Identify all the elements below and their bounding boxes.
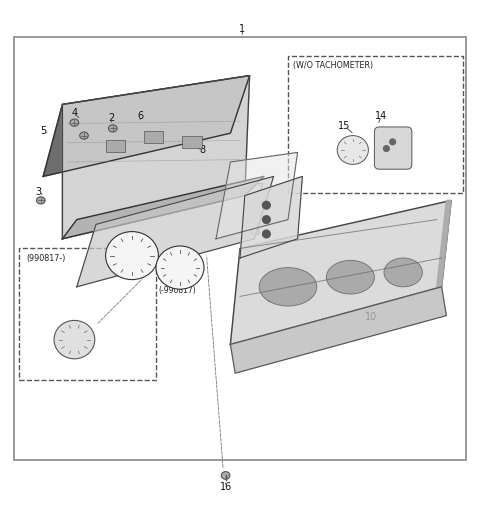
FancyBboxPatch shape: [106, 140, 125, 152]
Circle shape: [390, 139, 396, 144]
Ellipse shape: [259, 268, 317, 306]
Ellipse shape: [156, 246, 204, 289]
FancyBboxPatch shape: [14, 37, 466, 460]
Ellipse shape: [108, 125, 117, 132]
Ellipse shape: [337, 136, 369, 165]
Polygon shape: [43, 76, 250, 176]
Ellipse shape: [36, 197, 45, 204]
Text: 4: 4: [72, 108, 77, 118]
Ellipse shape: [54, 320, 95, 359]
Ellipse shape: [384, 258, 422, 287]
Text: 12: 12: [182, 278, 194, 287]
Polygon shape: [62, 176, 264, 239]
Text: 15: 15: [338, 121, 351, 131]
Polygon shape: [77, 176, 274, 287]
Ellipse shape: [106, 232, 158, 280]
Ellipse shape: [221, 472, 230, 479]
Text: 12: 12: [65, 346, 77, 356]
FancyBboxPatch shape: [144, 131, 163, 143]
Circle shape: [263, 201, 270, 209]
Text: 7: 7: [257, 183, 264, 194]
Text: (-990817): (-990817): [159, 286, 196, 295]
Polygon shape: [216, 152, 298, 239]
Ellipse shape: [326, 261, 374, 294]
FancyBboxPatch shape: [288, 56, 463, 193]
Text: (990817-): (990817-): [26, 253, 66, 263]
FancyBboxPatch shape: [374, 127, 412, 169]
Text: 10: 10: [365, 312, 377, 322]
Ellipse shape: [80, 132, 88, 139]
Text: 8: 8: [200, 146, 205, 155]
Text: 11: 11: [138, 258, 150, 268]
Text: 9: 9: [267, 294, 273, 304]
Text: 3: 3: [36, 187, 41, 197]
Text: 5: 5: [40, 126, 47, 136]
Text: 1: 1: [240, 24, 245, 34]
Circle shape: [263, 230, 270, 238]
Polygon shape: [62, 76, 250, 239]
FancyBboxPatch shape: [19, 248, 156, 380]
Ellipse shape: [70, 119, 79, 126]
Polygon shape: [437, 200, 451, 287]
Text: (W/O TACHOMETER): (W/O TACHOMETER): [293, 60, 373, 70]
Text: 6: 6: [137, 111, 143, 121]
Polygon shape: [240, 176, 302, 258]
Text: 16: 16: [219, 482, 232, 492]
Circle shape: [384, 146, 389, 151]
Text: 13: 13: [249, 227, 262, 237]
Text: 14: 14: [375, 111, 387, 121]
FancyBboxPatch shape: [182, 136, 202, 148]
Polygon shape: [230, 287, 446, 373]
Polygon shape: [230, 200, 451, 344]
Circle shape: [263, 216, 270, 223]
Text: 2: 2: [108, 113, 115, 123]
